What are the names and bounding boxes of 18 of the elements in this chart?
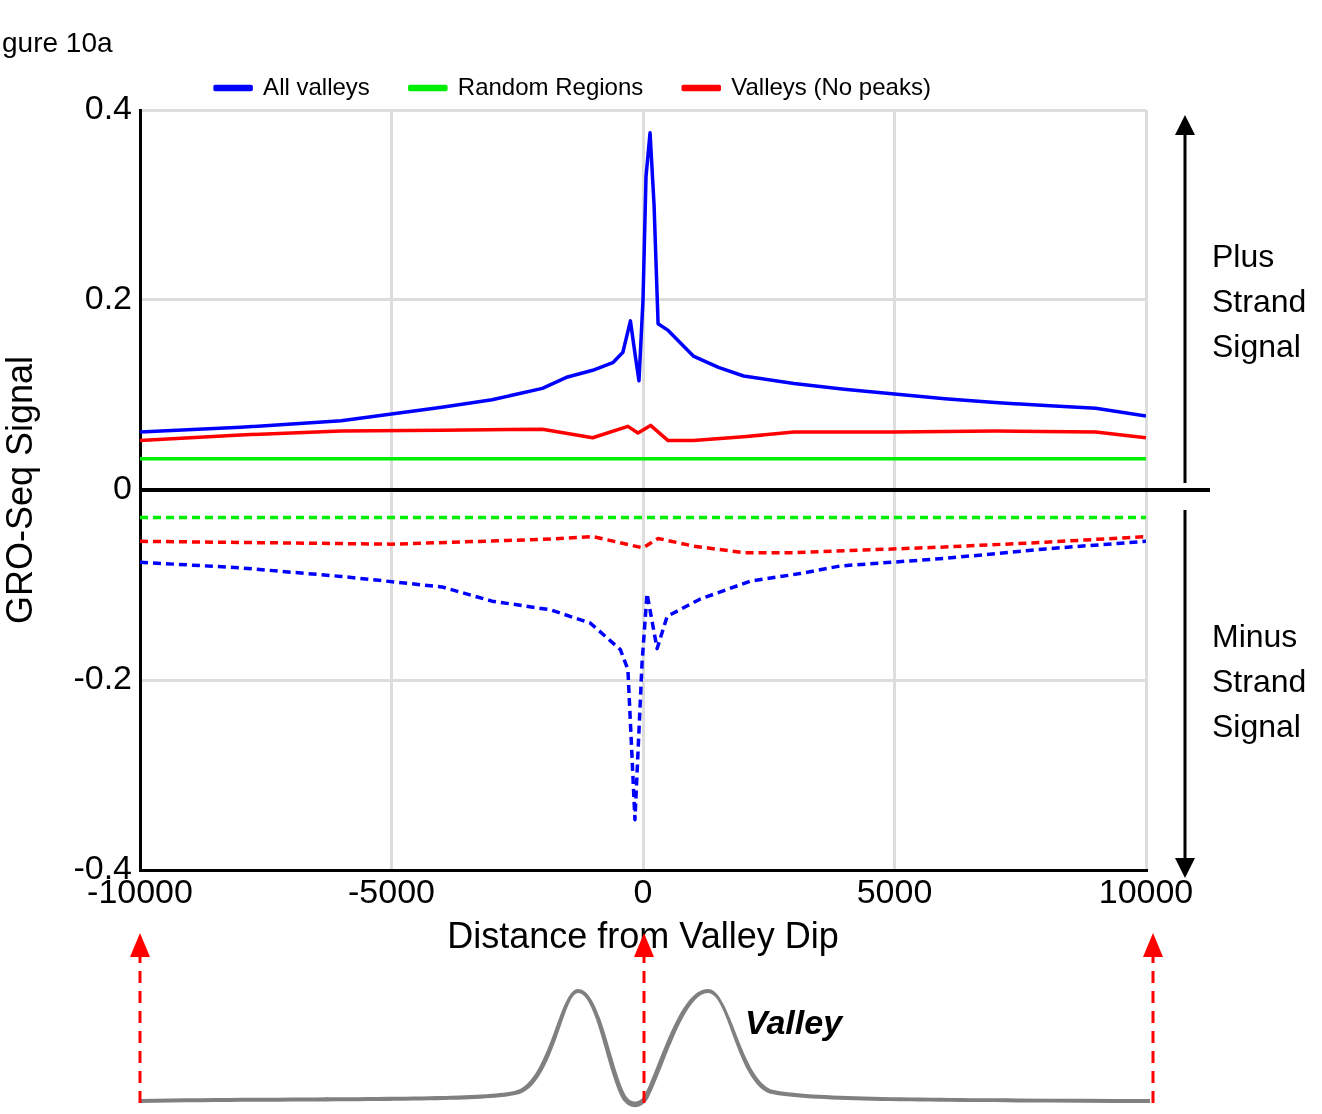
legend-label: Valleys (No peaks) [731,72,931,100]
x-tick-label: 0 [633,871,653,910]
legend-label: Random Regions [457,72,644,100]
y-tick-label: 0.2 [84,278,132,317]
legend-label: All valleys [263,72,370,100]
line-series [140,539,1146,822]
y-axis-title: GRO-Seq Signal [0,355,40,625]
text: Valley [745,1002,843,1042]
y-tick-label: -0.2 [73,658,132,697]
text: Minus Strand Signal [1212,618,1307,745]
text: gure 10a [2,26,113,58]
y-tick-label: 0.4 [84,88,132,127]
x-tick-label: 10000 [1098,871,1194,910]
line-series [140,534,1146,555]
y-tick-label: 0 [113,468,132,507]
x-tick-label: -5000 [348,871,435,910]
x-tick-label: 5000 [856,871,933,910]
text: Plus Strand Signal [1212,238,1307,365]
